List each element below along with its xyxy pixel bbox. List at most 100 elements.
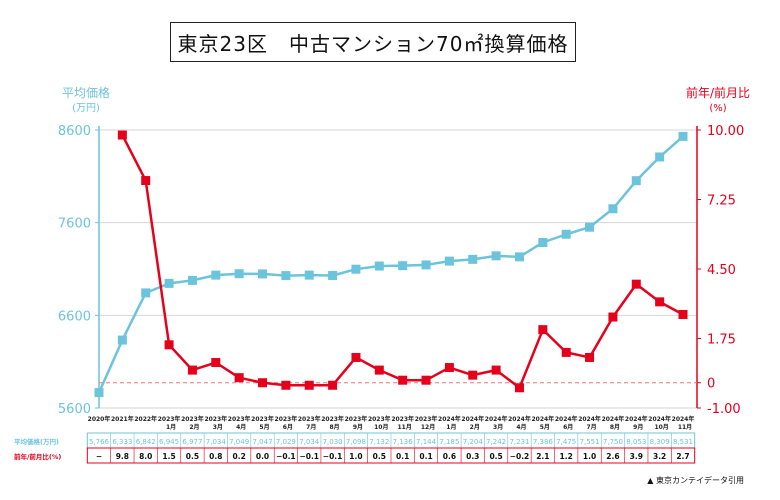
change-point [631,279,641,289]
table-cell: 8,309 [650,438,670,446]
x-label-month: 4月 [236,423,246,431]
price-point [514,252,524,262]
table-cell: 7,475 [556,438,576,446]
x-label-month: 9月 [633,423,643,431]
x-label-month: 10月 [374,423,388,431]
table-cell: 5,766 [89,438,110,446]
table-cell: 0.0 [256,452,269,461]
x-label-year: 2024年 [531,415,554,423]
x-axis-labels: 2020年 2021年 2022年 2023年1月2023年2月2023年3月2023… [88,415,695,431]
price-point [234,269,244,279]
price-point [585,222,595,232]
right-tick-label: 1.75 [707,333,736,348]
price-point [398,261,408,271]
table-cell: 7,144 [416,438,437,446]
table-cell: 7,098 [346,438,366,446]
table-cell: 6,333 [112,438,132,446]
table-cell: −0.2 [510,452,530,461]
left-tick-label: 8600 [58,124,91,139]
x-label-year: 2023年 [158,415,181,423]
x-label-year: 2021年 [111,415,134,423]
x-label-year: 2023年 [275,415,298,423]
table-cell: 7,029 [276,438,296,446]
x-label-year: 2023年 [228,415,251,423]
table-cell: 0.6 [443,452,456,461]
price-point [608,204,618,214]
change-point [561,347,571,357]
table-cell: 1.5 [162,452,175,461]
table-cell: 0.5 [186,452,199,461]
left-axis-label: 平均価格 [62,85,110,100]
change-point [258,378,268,388]
x-label-month: 2月 [470,423,480,431]
x-label-year: 2023年 [181,415,204,423]
source-note: ▲ 東京カンテイデータ引用 [647,476,744,485]
table-cell: 8,531 [673,438,693,446]
table-cell: 2.7 [676,452,689,461]
x-label-month: 1月 [166,423,176,431]
table-cell: 0.1 [396,452,409,461]
table-cell: 7,242 [486,438,506,446]
price-point [538,237,548,247]
right-axis-label: 前年/前月比 [686,85,750,100]
change-point [655,297,665,307]
change-point [538,325,548,335]
change-point [304,380,314,390]
x-label-month: 8月 [610,423,620,431]
x-label-year: 2024年 [438,415,461,423]
table-cell: 7,132 [369,438,389,446]
table-cell: 7,750 [603,438,623,446]
table-cell: 3.9 [630,452,643,461]
table-row-label: 前年/前月比(%) [14,452,61,461]
x-label-year: 2023年 [391,415,414,423]
table-cell: 7,204 [463,438,484,446]
table-cell: 7,047 [252,438,272,446]
change-point [187,365,197,375]
price-point [421,260,431,270]
left-tick-label: 7600 [58,217,91,232]
right-tick-label: -1.00 [707,402,741,417]
x-label-year: 2022年 [134,415,157,423]
change-point [164,340,174,350]
price-point [631,176,641,186]
price-point [211,270,221,280]
x-label-year: 2023年 [368,415,391,423]
x-label-month: 7月 [306,423,316,431]
right-tick-label: 4.50 [707,263,736,278]
change-point [211,358,221,368]
table-cell: 7,136 [393,438,414,446]
right-tick-label: 0 [707,377,715,392]
x-label-year: 2023年 [321,415,344,423]
x-label-year: 2024年 [625,415,648,423]
x-label-year: 2024年 [461,415,484,423]
table-cell: 1.0 [583,452,596,461]
change-point [117,130,127,140]
x-label-year: 2024年 [602,415,625,423]
x-label-month: 5月 [540,423,550,431]
change-point [281,380,291,390]
table-cell: −0.1 [276,452,296,461]
change-point [141,176,151,186]
series [94,130,688,398]
x-label-year: 2020年 [88,415,111,423]
x-label-year: 2024年 [648,415,671,423]
data-table: 平均価格(万円) 5,766 6,333 6,842 6,945 6,977 7,034 7,… [14,432,696,464]
table-cell: −0.1 [323,452,343,461]
table-cell: 0.1 [419,452,432,461]
x-label-month: 2月 [189,423,199,431]
x-label-year: 2024年 [508,415,531,423]
price-point [678,131,688,141]
change-point [585,352,595,362]
table-cell: 0.5 [489,452,502,461]
left-tick-label: 5600 [58,402,91,417]
table-cell: 7,030 [323,438,343,446]
x-label-month: 3月 [493,423,503,431]
table-cell: 6,842 [136,438,156,446]
table-cell: 7,049 [229,438,249,446]
price-point [655,152,665,162]
change-point [678,309,688,319]
left-tick-label: 6600 [58,309,91,324]
table-cell: 7,231 [509,438,529,446]
price-point [304,270,314,280]
